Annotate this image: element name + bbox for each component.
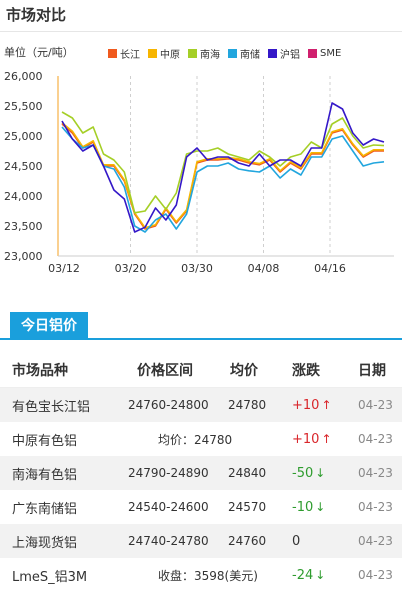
table-body: 有色宝长江铝 24760-24800 24780 +10 ↑ 04-23 中原有色铝 均价：2… — [0, 388, 402, 592]
legend-label: 南海 — [200, 49, 220, 61]
arrow-up-icon: ↑ — [321, 397, 332, 412]
x-tick-label: 04/08 — [248, 262, 280, 275]
price-range: 24760-24800 — [128, 398, 209, 412]
change-value: 0 — [292, 533, 301, 549]
legend-item[interactable]: 长江 — [108, 46, 140, 61]
header-name: 市场品种 — [12, 362, 68, 379]
legend-swatch — [148, 48, 157, 58]
header-date: 日期 — [358, 362, 386, 379]
legend-item[interactable]: 南海 — [188, 46, 220, 61]
x-tick-label: 04/16 — [314, 262, 346, 275]
price-change: -10 ↓ — [292, 500, 325, 515]
unit-label: 单位（元/吨） — [4, 46, 74, 59]
legend-label: 南储 — [240, 49, 260, 61]
price-range: 均价：24780 — [158, 432, 233, 447]
table-row[interactable]: 中原有色铝 均价：24780 +10 ↑ 04-23 — [0, 422, 402, 456]
header-bar: 市场对比 — [0, 0, 402, 32]
market-name: 南海有色铝 — [12, 467, 78, 483]
section-header: 今日铝价 — [0, 300, 402, 340]
market-name: LmeS_铝3M — [12, 569, 88, 585]
price-table: 市场品种 价格区间 均价 涨跌 日期 有色宝长江铝 24760-24800 2478… — [0, 352, 402, 592]
y-tick-label: 23,500 — [4, 220, 43, 233]
y-tick-label: 24,500 — [4, 160, 43, 173]
legend-item[interactable]: SME — [308, 46, 341, 60]
x-tick-label: 03/12 — [48, 262, 80, 275]
market-name: 上海现货铝 — [12, 535, 78, 551]
series-line — [61, 111, 385, 214]
series-line — [61, 123, 384, 230]
legend-item[interactable]: 南储 — [228, 46, 260, 61]
change-value: +10 — [292, 397, 320, 413]
legend-label: 沪铝 — [280, 49, 300, 61]
arrow-down-icon: ↓ — [315, 567, 326, 582]
y-tick-label: 23,000 — [4, 250, 43, 263]
change-value: -10 — [292, 499, 314, 515]
legend-label: 长江 — [120, 49, 140, 61]
price-change: +10 ↑ — [292, 398, 332, 413]
legend-label: SME — [320, 47, 342, 59]
change-value: -50 — [292, 465, 314, 481]
price-range: 收盘：3598(美元) — [158, 568, 258, 583]
series-line — [61, 122, 384, 229]
change-value: +10 — [292, 431, 320, 447]
y-tick-label: 24,000 — [4, 190, 43, 203]
legend-swatch — [308, 48, 317, 58]
legend: 长江 中原 南海 南储 沪铝 SME — [108, 46, 341, 61]
y-tick-label: 26,000 — [4, 70, 43, 83]
price-change: 0 — [292, 534, 300, 549]
chart-svg: 26,000 25,500 25,000 24,500 24,000 23,500 23,0… — [4, 70, 394, 275]
price-range: 24790-24890 — [128, 466, 209, 480]
row-date: 04-23 — [358, 466, 393, 480]
table-row[interactable]: 南海有色铝 24790-24890 24840 -50 ↓ 04-23 — [0, 456, 402, 490]
avg-price: 24840 — [228, 466, 267, 480]
x-tick-label: 03/30 — [181, 262, 213, 275]
table-row[interactable]: 上海现货铝 24740-24780 24760 0 04-23 — [0, 524, 402, 558]
market-name: 有色宝长江铝 — [12, 399, 91, 415]
row-date: 04-23 — [358, 398, 393, 412]
series-line — [61, 102, 385, 233]
x-tick-label: 03/20 — [115, 262, 147, 275]
row-date: 04-23 — [358, 500, 393, 514]
legend-item[interactable]: 沪铝 — [268, 46, 300, 61]
price-change: -50 ↓ — [292, 466, 325, 481]
row-date: 04-23 — [358, 568, 393, 582]
table-header: 市场品种 价格区间 均价 涨跌 日期 — [0, 352, 402, 388]
price-range: 24740-24780 — [128, 534, 209, 548]
header-avg: 均价 — [230, 362, 258, 379]
legend-swatch — [268, 48, 277, 58]
row-date: 04-23 — [358, 534, 393, 548]
avg-price: 24760 — [228, 534, 267, 548]
avg-price: 24780 — [228, 398, 267, 412]
header-range: 价格区间 — [137, 362, 193, 379]
row-date: 04-23 — [358, 432, 393, 446]
legend-swatch — [108, 48, 117, 58]
series-line — [61, 126, 385, 233]
table-row[interactable]: 有色宝长江铝 24760-24800 24780 +10 ↑ 04-23 — [0, 388, 402, 422]
table-row[interactable]: LmeS_铝3M 收盘：3598(美元) -24 ↓ 04-23 — [0, 558, 402, 592]
price-chart: 26,000 25,500 25,000 24,500 24,000 23,500 23,0… — [0, 36, 402, 286]
avg-price: 24570 — [228, 500, 267, 514]
change-value: -24 — [292, 567, 314, 583]
legend-label: 中原 — [160, 49, 180, 61]
table-row[interactable]: 广东南储铝 24540-24600 24570 -10 ↓ 04-23 — [0, 490, 402, 524]
page-title: 市场对比 — [6, 6, 67, 24]
header-change: 涨跌 — [292, 362, 320, 379]
y-tick-label: 25,500 — [4, 100, 43, 113]
arrow-down-icon: ↓ — [315, 465, 326, 480]
legend-item[interactable]: 中原 — [148, 46, 180, 61]
price-change: +10 ↑ — [292, 432, 332, 447]
price-range: 24540-24600 — [128, 500, 209, 514]
y-tick-label: 25,000 — [4, 130, 43, 143]
market-name: 广东南储铝 — [12, 501, 78, 517]
section-tab-today-price[interactable]: 今日铝价 — [10, 312, 88, 340]
legend-swatch — [228, 48, 237, 58]
price-change: -24 ↓ — [292, 568, 325, 583]
market-name: 中原有色铝 — [12, 433, 78, 449]
arrow-down-icon: ↓ — [315, 499, 326, 514]
arrow-up-icon: ↑ — [321, 431, 332, 446]
legend-swatch — [188, 48, 197, 58]
